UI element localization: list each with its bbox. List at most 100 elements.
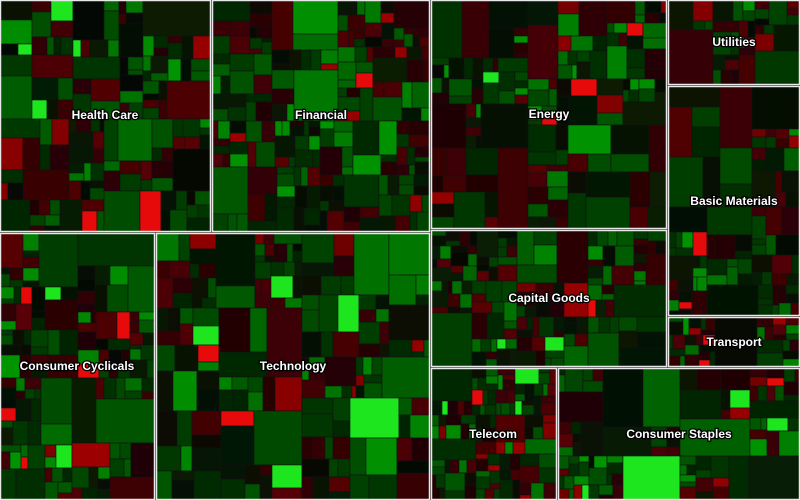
treemap-cell (648, 124, 668, 173)
treemap-cell (506, 245, 518, 258)
treemap-cell (31, 99, 48, 120)
treemap-cell (448, 78, 473, 97)
treemap-cell (192, 325, 220, 346)
treemap-cell (505, 338, 518, 350)
treemap-cell (333, 120, 354, 133)
treemap-cell (396, 164, 410, 176)
treemap-cell (88, 466, 99, 489)
treemap-cell (463, 57, 474, 80)
treemap-cell (696, 367, 722, 391)
treemap-cell (475, 476, 491, 490)
treemap-cell (340, 275, 355, 296)
treemap-cell (765, 128, 777, 138)
treemap-cell (0, 320, 17, 331)
treemap-cell (194, 190, 212, 206)
treemap-cell (595, 299, 607, 318)
treemap-cell (751, 128, 767, 138)
treemap-cell (92, 148, 105, 164)
treemap-cell (22, 267, 40, 282)
treemap-cell (218, 351, 268, 378)
treemap-cell (365, 437, 398, 476)
treemap-cell (610, 153, 650, 173)
treemap-cell (751, 254, 773, 273)
treemap-cell (540, 395, 558, 404)
treemap-cell (129, 321, 140, 334)
treemap-cell (355, 72, 374, 89)
treemap-cell (328, 458, 339, 478)
treemap-cell (497, 264, 518, 282)
treemap-cell (372, 46, 396, 59)
treemap-cell (542, 422, 558, 440)
treemap-cell (645, 253, 668, 286)
treemap-cell (190, 58, 212, 72)
sector-label-consumer-staples: Consumer Staples (626, 427, 732, 441)
treemap-cell (0, 286, 15, 300)
treemap-cell (274, 156, 290, 168)
treemap-cell (729, 407, 751, 420)
treemap-cell (706, 274, 728, 286)
treemap-cell (254, 255, 266, 263)
treemap-cell (29, 199, 40, 216)
treemap-cell (572, 441, 582, 457)
treemap-cell (626, 67, 646, 80)
treemap-cell (527, 172, 548, 188)
treemap-cell (129, 332, 144, 346)
treemap-cell (495, 389, 508, 404)
treemap-cell (688, 327, 702, 336)
treemap-cell (406, 46, 423, 61)
treemap-cell (364, 0, 382, 24)
treemap-cell (351, 385, 357, 399)
treemap-cell (706, 284, 759, 317)
treemap-cell (411, 339, 425, 353)
treemap-cell (68, 180, 82, 201)
treemap-cell (172, 277, 193, 294)
treemap-cell (292, 0, 339, 35)
treemap-cell (94, 284, 108, 313)
treemap-cell (160, 209, 171, 233)
treemap-cell (328, 200, 345, 212)
treemap-cell (271, 464, 303, 489)
treemap-cell (761, 271, 773, 286)
treemap-cell (53, 36, 62, 56)
treemap-cell (378, 120, 398, 156)
treemap-cell (236, 213, 249, 233)
treemap-cell (499, 479, 514, 500)
treemap-cell (636, 331, 668, 349)
treemap-cell (72, 78, 92, 95)
treemap-cell (460, 414, 477, 425)
treemap-cell (430, 203, 455, 218)
treemap-cell (714, 316, 758, 368)
treemap-cell (626, 48, 646, 69)
treemap-cell (326, 210, 345, 233)
treemap-cell (211, 53, 231, 65)
treemap-cell (516, 305, 526, 318)
treemap-cell (190, 70, 212, 82)
treemap-cell (129, 344, 142, 350)
treemap-cell (705, 316, 716, 331)
treemap-cell (89, 39, 109, 58)
treemap-cell (254, 232, 265, 245)
sector-label-health-care: Health Care (72, 108, 139, 122)
treemap-cell (211, 75, 222, 95)
treemap-cell (475, 414, 491, 429)
treemap-cell (358, 309, 377, 323)
treemap-cell (220, 464, 246, 480)
treemap-cell (311, 436, 326, 460)
treemap-cell (303, 120, 310, 137)
treemap-cell (513, 52, 529, 59)
treemap-cell (355, 61, 374, 74)
treemap-cell (347, 14, 366, 32)
treemap-cell (516, 350, 537, 368)
treemap-cell (119, 90, 144, 104)
treemap-cell (398, 414, 411, 439)
treemap-cell (464, 484, 477, 500)
treemap-cell (527, 164, 548, 174)
treemap-cell (398, 397, 413, 416)
treemap-cell (0, 54, 33, 77)
treemap-cell (247, 193, 266, 222)
treemap-cell (189, 263, 200, 279)
treemap-cell (446, 147, 467, 177)
treemap-cell (527, 151, 557, 166)
treemap-cell (310, 49, 322, 71)
treemap-cell (415, 274, 431, 296)
